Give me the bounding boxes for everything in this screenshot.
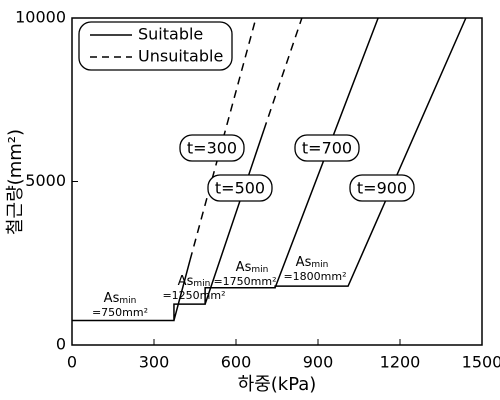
asmin-label: Asmin [178, 274, 211, 289]
asmin-prefix: As [236, 260, 252, 275]
curve-label-box [179, 134, 245, 162]
asmin-sub: min [311, 260, 328, 270]
asmin-sub: min [251, 265, 268, 275]
asmin-value: =750mm² [92, 306, 148, 319]
asmin-label: Asmin [104, 291, 137, 306]
asmin-prefix: As [296, 255, 312, 270]
asmin-prefix: As [178, 274, 194, 289]
curve-label: t=900 [357, 179, 407, 198]
asmin-label: Asmin [236, 260, 269, 275]
asmin-value: =1250mm² [162, 289, 225, 302]
y-tick-label: 5000 [25, 171, 66, 190]
legend-box [78, 21, 233, 71]
curve-label: t=500 [215, 179, 265, 198]
legend-label: Unsuitable [138, 47, 223, 66]
x-tick-label: 1200 [380, 353, 421, 372]
x-tick-label: 900 [303, 353, 334, 372]
asmin-sub: min [119, 296, 136, 306]
asmin-prefix: As [104, 291, 120, 306]
curve-label: t=300 [187, 139, 237, 158]
x-tick-label: 1500 [462, 353, 500, 372]
curve-label-box [294, 134, 360, 162]
asmin-label: Asmin [296, 255, 329, 270]
x-axis-label: 하중(kPa) [238, 374, 317, 395]
curve-label-box [349, 174, 415, 202]
x-tick-label: 300 [139, 353, 170, 372]
legend-label: Suitable [138, 25, 203, 44]
series-line [189, 17, 303, 261]
x-tick-label: 600 [221, 353, 252, 372]
y-tick-label: 0 [56, 335, 66, 354]
curve-label-box [207, 174, 273, 202]
series-line [72, 17, 467, 322]
curve-label: t=700 [302, 139, 352, 158]
y-tick-label: 10000 [15, 8, 66, 27]
x-tick-label: 0 [67, 353, 77, 372]
asmin-value: =1750mm² [213, 275, 276, 288]
asmin-value: =1800mm² [283, 270, 346, 283]
asmin-sub: min [193, 279, 210, 289]
y-axis-label: 철근량(mm²) [5, 129, 26, 235]
